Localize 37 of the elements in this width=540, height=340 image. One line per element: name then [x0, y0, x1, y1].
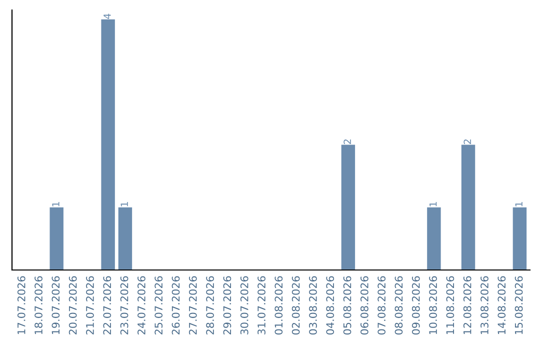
x-tick-label: 09.08.2026 [412, 276, 420, 335]
x-tick-label: 31.07.2026 [258, 276, 266, 334]
x-tick-label: 07.08.2026 [378, 276, 386, 335]
data-label: 1 [430, 202, 437, 206]
x-tick-label: 08.08.2026 [394, 276, 403, 335]
x-tick-label: 05.08.2026 [343, 276, 352, 335]
data-label: 1 [515, 202, 522, 206]
x-tick-label: 29.07.2026 [223, 276, 232, 334]
x-tick-label: 28.07.2026 [206, 276, 214, 334]
x-tick-label: 03.08.2026 [309, 276, 317, 335]
data-label: 1 [52, 202, 60, 206]
data-label: 4 [104, 14, 111, 19]
x-tick-label: 17.07.2026 [17, 276, 26, 334]
x-tick-label: 23.07.2026 [120, 276, 128, 334]
x-tick-label: 10.08.2026 [429, 276, 437, 334]
x-tick-label: 11.08.2026 [446, 276, 454, 334]
data-label: 2 [344, 139, 351, 144]
x-tick-label: 19.07.2026 [52, 276, 60, 334]
x-tick-label: 18.07.2026 [34, 276, 42, 334]
x-tick-label: 12.08.2026 [463, 276, 472, 334]
x-tick-label: 13.08.2026 [480, 276, 488, 334]
x-tick-label: 02.08.2026 [292, 276, 300, 335]
x-tick-label: 21.07.2026 [86, 276, 94, 334]
x-tick-label: 30.07.2026 [240, 276, 248, 334]
x-tick-label: 04.08.2026 [326, 276, 334, 335]
x-tick-label: 06.08.2026 [360, 276, 368, 335]
x-tick-label: 26.07.2026 [172, 276, 180, 334]
x-tick-label: 22.07.2026 [103, 276, 112, 334]
data-label: 2 [464, 139, 471, 144]
x-tick-label: 20.07.2026 [68, 276, 77, 334]
x-tick-label: 01.08.2026 [274, 276, 283, 335]
x-tick-label: 27.07.2026 [188, 276, 197, 334]
x-tick-label: 15.08.2026 [514, 276, 523, 334]
x-tick-label: 24.07.2026 [138, 276, 146, 334]
data-label: 1 [120, 202, 128, 206]
x-tick-label: 25.07.2026 [154, 276, 163, 334]
x-tick-label: 14.08.2026 [498, 276, 506, 334]
